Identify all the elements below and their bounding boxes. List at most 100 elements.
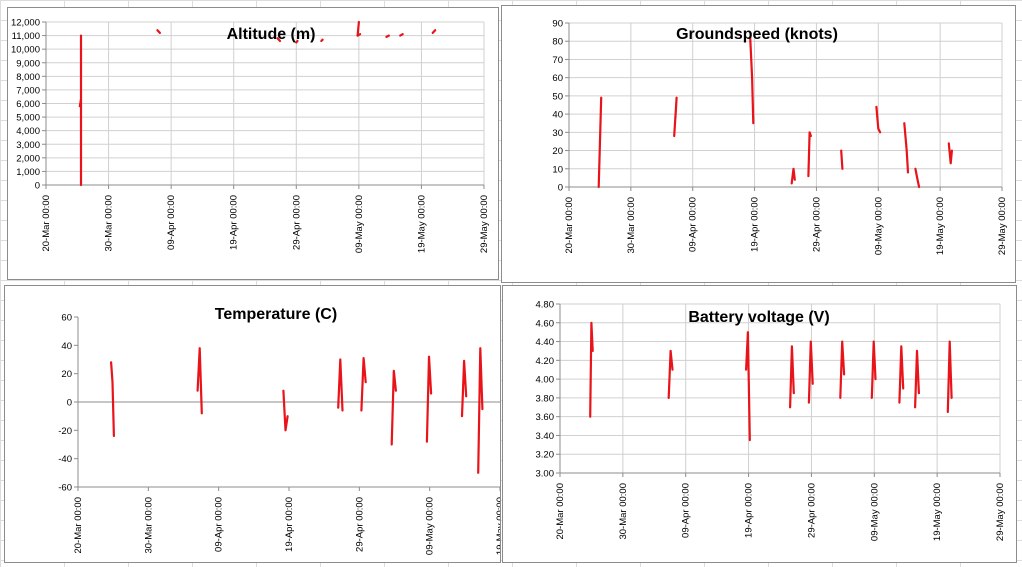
series-segment (807, 340, 814, 404)
y-tick-label: 6,000 (16, 99, 40, 110)
series-segment (156, 29, 161, 34)
x-tick-label: 09-Apr 00:00 (688, 197, 699, 252)
series-segment (914, 349, 920, 409)
series-segment (109, 361, 116, 438)
x-tick-label: 09-May 00:00 (869, 483, 880, 541)
y-tick-label: 0 (67, 398, 72, 409)
x-tick-label: 09-May 00:00 (354, 195, 365, 253)
x-tick-label: 09-Apr 00:00 (214, 497, 225, 552)
x-tick-label: 20-Mar 00:00 (555, 483, 566, 540)
y-tick-label: 1,000 (16, 167, 40, 178)
series-segment (276, 37, 282, 43)
y-tick-label: 40 (552, 110, 563, 121)
x-tick-label: 20-Mar 00:00 (564, 197, 575, 254)
x-tick-label: 19-May 00:00 (935, 197, 946, 255)
series-segment (477, 347, 484, 474)
y-tick-label: 4.40 (536, 337, 555, 348)
series-segment (749, 36, 755, 125)
y-tick-label: 12,000 (11, 18, 40, 29)
series-segment (78, 98, 83, 108)
x-tick-label: 19-Apr 00:00 (744, 483, 755, 538)
y-tick-label: 4.00 (536, 375, 555, 386)
series-segment (903, 122, 910, 174)
y-tick-label: -60 (58, 483, 72, 494)
chart-altitude: 20-Mar 00:00 30-Mar 00:00 09-Apr 00:00 19-A… (7, 7, 499, 280)
y-tick-label: 2,000 (16, 153, 40, 164)
y-tick-label: 20 (552, 146, 563, 157)
y-tick-label: 0 (35, 181, 40, 192)
chart-groundspeed: 20-Mar 00:00 30-Mar 00:00 09-Apr 00:00 19-A… (501, 5, 1016, 283)
series-segment (789, 345, 795, 409)
temperature-chart-svg: 20-Mar 00:00 30-Mar 00:00 09-Apr 00:00 19-A… (58, 306, 501, 555)
y-tick-label: 4.20 (536, 356, 555, 367)
series-segment (807, 131, 812, 178)
altitude-chart-svg: 20-Mar 00:00 30-Mar 00:00 09-Apr 00:00 19-A… (11, 18, 490, 254)
battery-voltage-chart-svg: 20-Mar 00:00 30-Mar 00:00 09-Apr 00:00 19-A… (536, 300, 1007, 542)
series-segment (946, 340, 953, 414)
series-segment (320, 38, 324, 43)
series-segment (597, 96, 603, 189)
series-segment (337, 358, 344, 412)
y-tick-label: 3.80 (536, 393, 555, 404)
y-tick-label: 20 (61, 369, 72, 380)
x-tick-label: 29-Apr 00:00 (806, 483, 817, 538)
series-segment (295, 39, 299, 44)
x-tick-label: 19-May 00:00 (932, 483, 943, 541)
series-segment (356, 20, 360, 37)
series-segment (839, 340, 846, 400)
x-tick-label: 09-Apr 00:00 (681, 483, 692, 538)
x-tick-label: 30-Mar 00:00 (143, 497, 154, 554)
y-tick-label: 3,000 (16, 140, 40, 151)
y-tick-label: 8,000 (16, 72, 40, 83)
chart-battery-voltage: 20-Mar 00:00 30-Mar 00:00 09-Apr 00:00 19-A… (502, 285, 1017, 563)
chart-title: Groundspeed (knots) (676, 26, 838, 43)
series-segment (589, 321, 594, 418)
chart-title: Battery voltage (V) (688, 309, 829, 326)
series-segment (390, 369, 397, 446)
y-tick-label: 4.80 (536, 300, 555, 311)
y-tick-label: 11,000 (12, 31, 40, 42)
series-segment (431, 29, 437, 34)
y-tick-label: 50 (552, 91, 563, 102)
y-tick-label: -40 (58, 454, 72, 465)
y-tick-label: 3.20 (536, 450, 555, 461)
x-tick-label: 29-Apr 00:00 (811, 197, 822, 252)
x-tick-label: 20-Mar 00:00 (41, 195, 52, 252)
y-tick-label: 4,000 (16, 126, 40, 137)
y-tick-label: 40 (61, 341, 72, 352)
series-segment (673, 96, 678, 138)
x-tick-label: 20-Mar 00:00 (73, 497, 84, 554)
series-segment (460, 359, 468, 418)
y-tick-label: 0 (558, 183, 563, 194)
y-tick-label: 60 (61, 313, 72, 324)
chart-temperature: 20-Mar 00:00 30-Mar 00:00 09-Apr 00:00 19-A… (4, 285, 501, 563)
series-segment (360, 356, 367, 412)
series-segment (667, 349, 674, 400)
series-segment (399, 33, 404, 37)
y-tick-label: 3.00 (536, 469, 555, 480)
series-segment (196, 347, 203, 415)
series-segment (790, 167, 796, 185)
x-tick-label: 29-May 00:00 (995, 483, 1006, 541)
series-segment (282, 389, 289, 432)
y-tick-label: -20 (58, 426, 72, 437)
series-segment (385, 34, 390, 38)
series-segment (914, 167, 921, 189)
x-tick-label: 19-May 00:00 (495, 497, 501, 555)
x-tick-label: 19-Apr 00:00 (229, 195, 240, 250)
series-segment (875, 105, 882, 134)
series-segment (870, 340, 877, 400)
series-segment (745, 331, 751, 442)
x-tick-label: 29-Apr 00:00 (291, 195, 302, 250)
y-tick-label: 60 (552, 73, 563, 84)
y-tick-label: 5,000 (16, 113, 40, 124)
x-tick-label: 29-May 00:00 (479, 195, 490, 253)
x-tick-label: 19-Apr 00:00 (284, 497, 295, 552)
series-segment (840, 149, 844, 170)
chart-title: Temperature (C) (215, 306, 337, 323)
x-tick-label: 30-Mar 00:00 (104, 195, 115, 252)
x-tick-label: 19-May 00:00 (416, 195, 427, 253)
y-tick-label: 30 (552, 128, 563, 139)
x-tick-label: 30-Mar 00:00 (626, 197, 637, 254)
x-tick-label: 29-Apr 00:00 (354, 497, 365, 552)
